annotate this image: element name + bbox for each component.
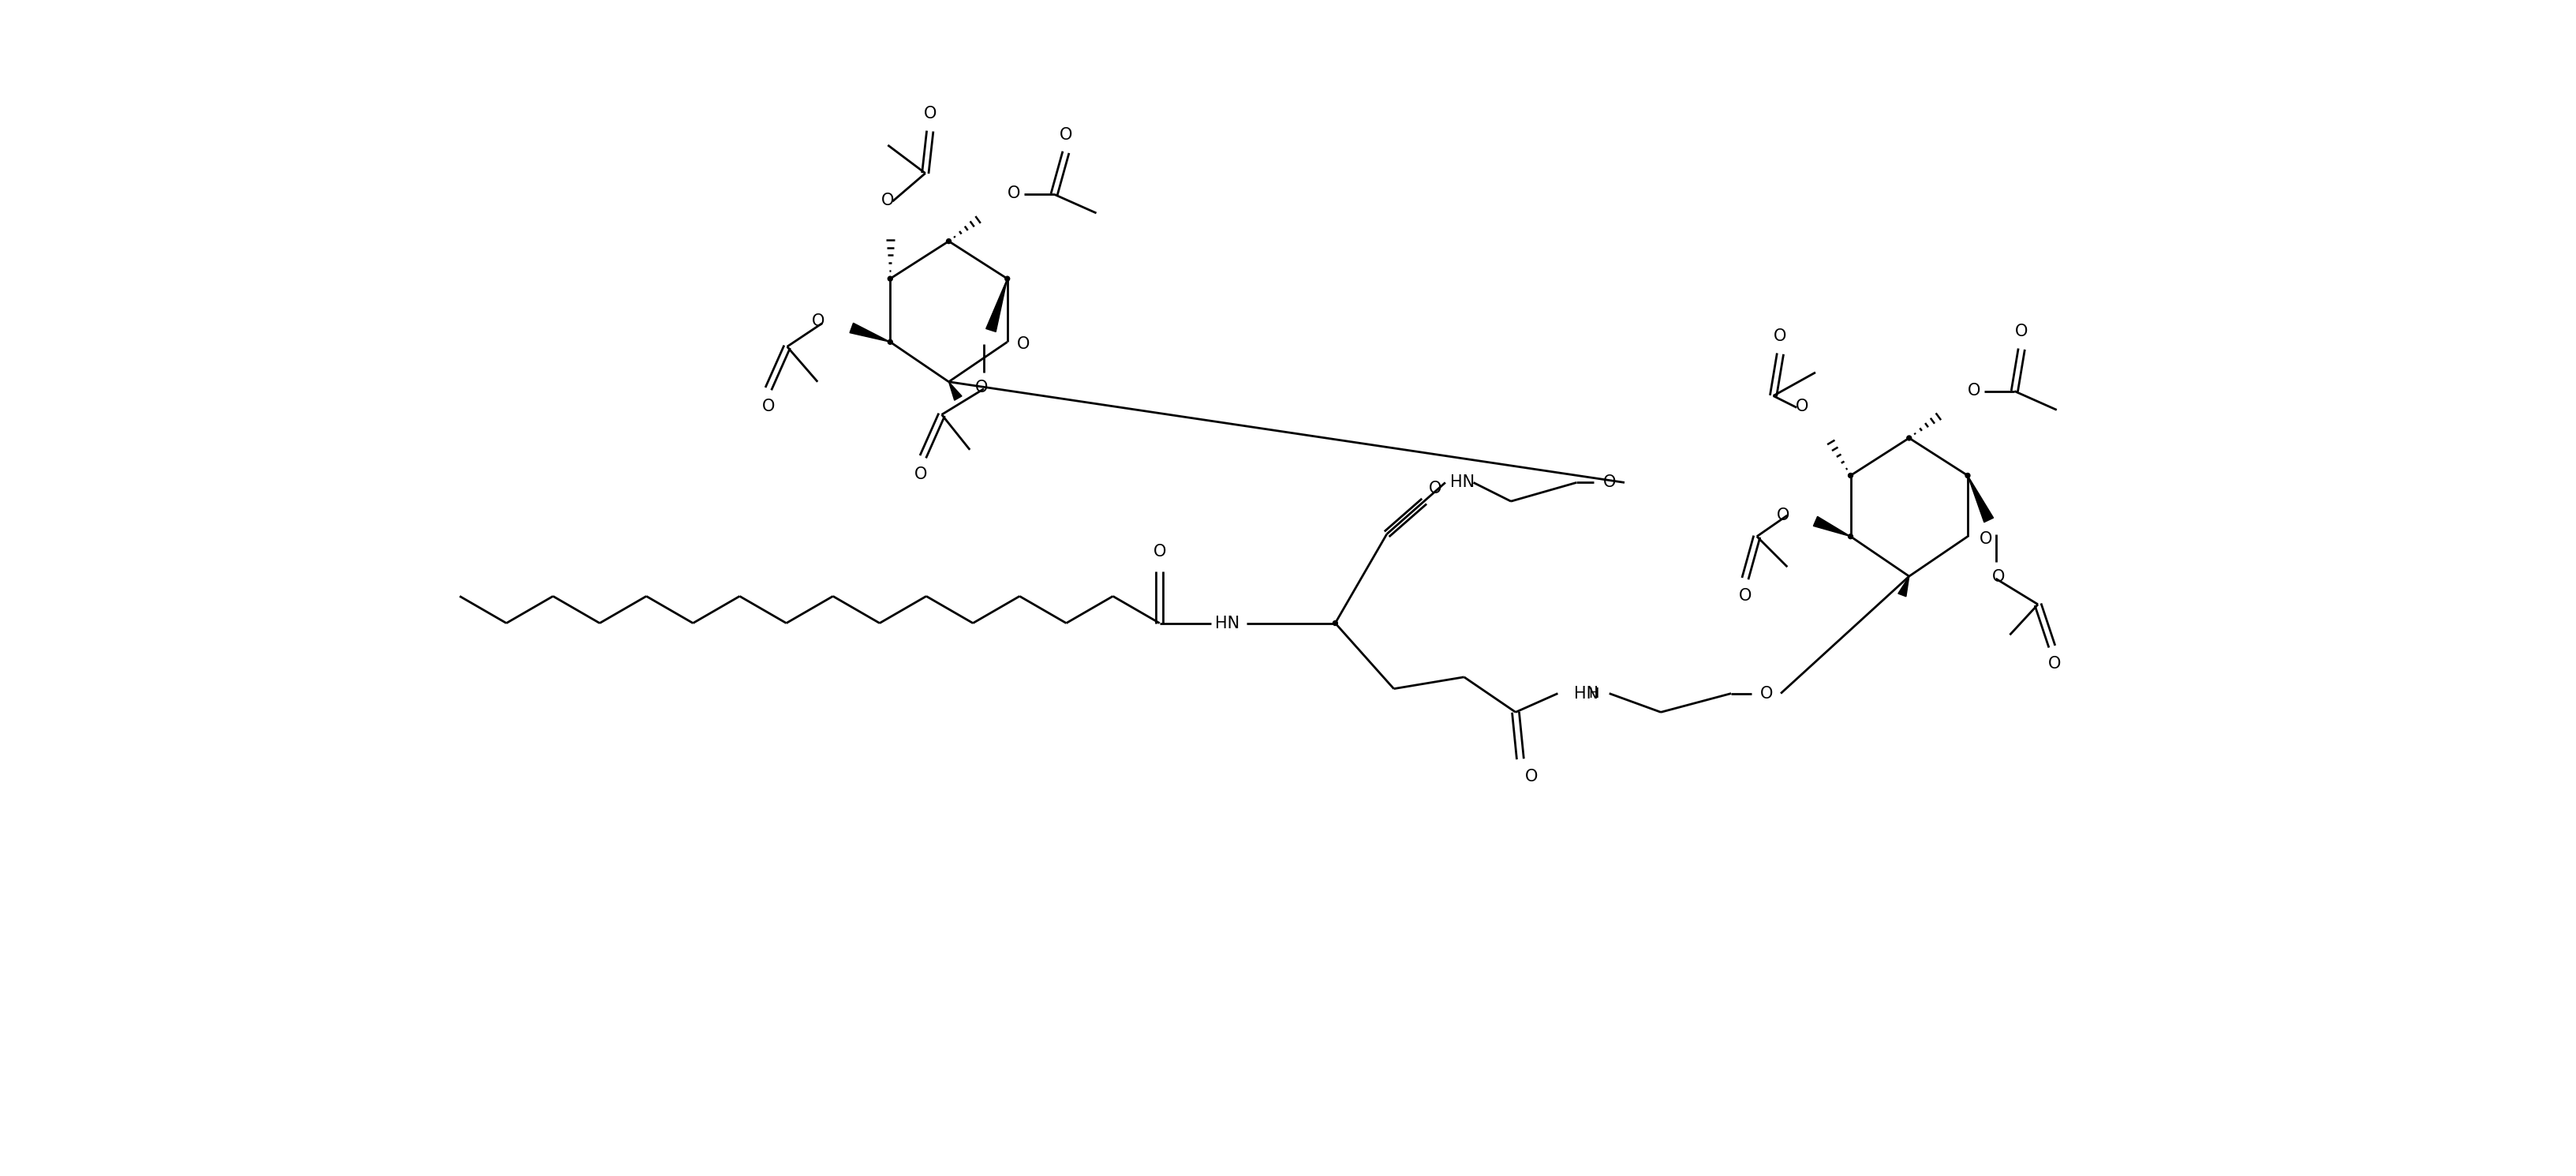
Text: HN: HN xyxy=(1574,686,1597,701)
Text: O: O xyxy=(974,380,987,395)
Text: O: O xyxy=(1525,768,1538,784)
Circle shape xyxy=(889,276,891,281)
Text: H: H xyxy=(1587,687,1597,701)
Text: O: O xyxy=(1772,328,1785,345)
Text: O: O xyxy=(1777,508,1790,523)
Text: O: O xyxy=(1739,588,1752,603)
Text: O: O xyxy=(914,466,927,482)
Text: O: O xyxy=(1059,127,1072,142)
Text: O: O xyxy=(2048,656,2061,671)
Circle shape xyxy=(1005,276,1010,281)
Circle shape xyxy=(1965,473,1971,477)
Circle shape xyxy=(945,239,951,243)
Text: O: O xyxy=(1430,481,1443,496)
Polygon shape xyxy=(1968,475,1994,522)
Circle shape xyxy=(1906,435,1911,440)
Text: O: O xyxy=(1978,530,1991,547)
Circle shape xyxy=(889,340,891,345)
Text: O: O xyxy=(1151,544,1167,560)
Text: O: O xyxy=(1759,686,1772,701)
Text: O: O xyxy=(1795,399,1808,415)
Circle shape xyxy=(1847,534,1852,539)
Text: O: O xyxy=(762,399,775,414)
Text: HN: HN xyxy=(1213,615,1239,632)
Polygon shape xyxy=(987,279,1007,332)
Circle shape xyxy=(1332,621,1337,626)
Text: HN: HN xyxy=(1450,475,1473,490)
Text: O: O xyxy=(1968,382,1981,399)
Polygon shape xyxy=(1814,516,1850,536)
Polygon shape xyxy=(1899,576,1909,596)
Text: O: O xyxy=(2014,323,2027,340)
Text: O: O xyxy=(922,106,935,121)
Polygon shape xyxy=(850,323,889,342)
Text: O: O xyxy=(1602,475,1615,490)
Text: O: O xyxy=(1018,336,1030,352)
Circle shape xyxy=(1847,473,1852,477)
Text: O: O xyxy=(881,193,894,208)
Text: O: O xyxy=(811,313,824,329)
Text: O: O xyxy=(1991,569,2004,584)
Polygon shape xyxy=(948,382,961,400)
Text: O: O xyxy=(1007,186,1020,201)
